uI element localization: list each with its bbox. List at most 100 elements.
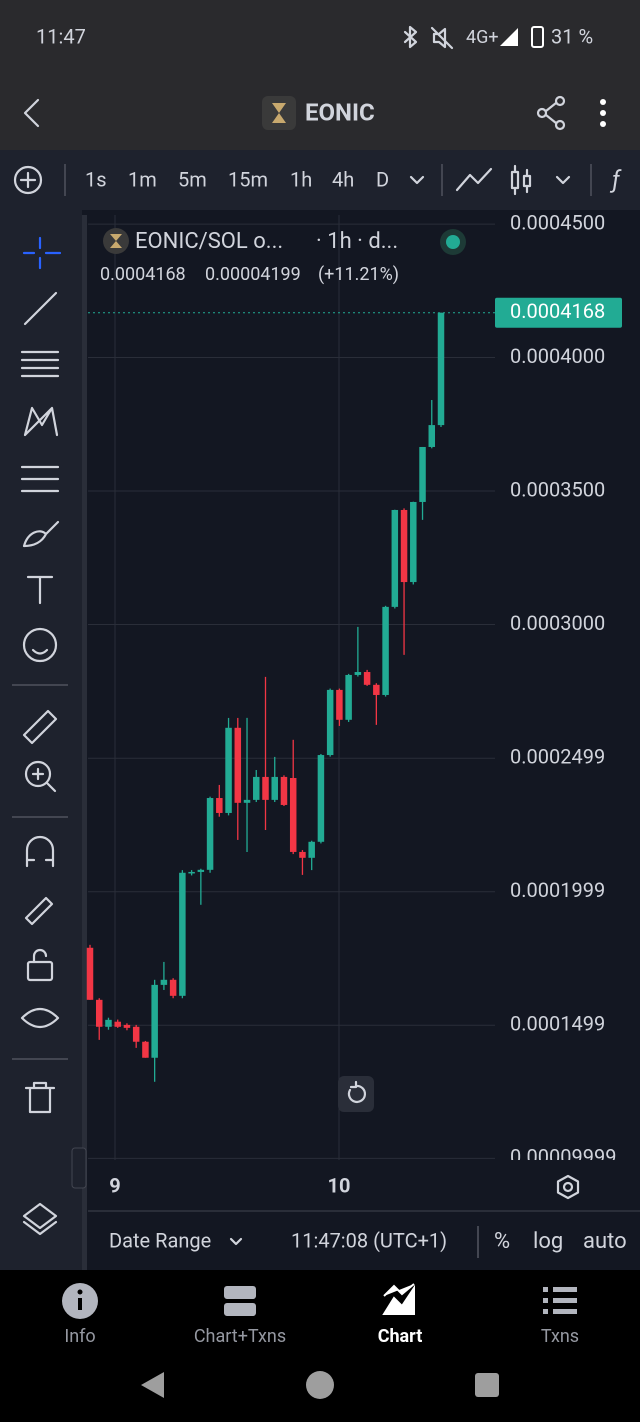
- chart-type-dropdown[interactable]: [555, 175, 571, 185]
- interval-button[interactable]: 1s: [85, 167, 107, 191]
- chart-txns-icon[interactable]: [224, 1286, 256, 1299]
- system-home[interactable]: [306, 1371, 334, 1399]
- trend-line-tool[interactable]: [23, 291, 58, 326]
- reset-button[interactable]: [338, 1076, 374, 1112]
- divider: [82, 215, 87, 1270]
- collapse-handle[interactable]: [71, 1147, 87, 1189]
- candle-body: [142, 1041, 149, 1058]
- candle-body: [86, 947, 94, 1000]
- hide-tool[interactable]: [20, 1007, 60, 1029]
- percent-toggle[interactable]: %: [494, 1229, 510, 1254]
- candle-body: [197, 869, 205, 872]
- separator: [64, 164, 66, 196]
- nav-tab-label[interactable]: Info: [64, 1326, 95, 1347]
- system-recents[interactable]: [475, 1373, 499, 1397]
- magnet-tool[interactable]: [25, 835, 55, 868]
- signal-icon: [500, 28, 518, 46]
- candle-body: [169, 979, 177, 996]
- legend-price: 0.0004168: [100, 264, 186, 285]
- toolbar: [0, 150, 640, 210]
- hourglass: [110, 234, 122, 248]
- candle-body: [373, 684, 380, 695]
- candle-body: [308, 841, 315, 858]
- more-button[interactable]: [600, 99, 606, 127]
- pattern-tool[interactable]: [23, 406, 59, 437]
- delete-tool[interactable]: [24, 1081, 56, 1114]
- interval-button[interactable]: 1m: [128, 167, 157, 191]
- legend-percent: (+11.21%): [318, 264, 399, 285]
- y-tick-label: 0.0002499: [510, 745, 605, 769]
- candle-body: [280, 776, 288, 805]
- chart-background: [0, 210, 640, 1270]
- interval-button[interactable]: D: [376, 167, 389, 191]
- emoji-tool[interactable]: [22, 627, 58, 663]
- candle-body: [345, 674, 352, 720]
- layers-tool[interactable]: [22, 1202, 58, 1236]
- candle-body: [437, 312, 445, 426]
- chart-icon[interactable]: [382, 1283, 415, 1315]
- nav-tab-label[interactable]: Txns: [541, 1326, 579, 1347]
- candle-body: [317, 755, 325, 842]
- auto-toggle[interactable]: auto: [583, 1229, 627, 1254]
- candle-chart-button[interactable]: [510, 164, 532, 196]
- separator: [477, 1226, 479, 1258]
- unlock-tool[interactable]: [26, 948, 54, 982]
- mute-icon: [430, 26, 454, 50]
- price-axis: 9 10 0.0004168: [109, 297, 622, 1197]
- separator: [12, 816, 68, 818]
- legend-change: 0.00004199: [205, 264, 301, 285]
- candle-body: [336, 689, 343, 720]
- prediction-tool[interactable]: [20, 465, 60, 493]
- candle-body: [354, 672, 362, 675]
- battery-level: 31 %: [551, 24, 593, 48]
- legend-symbol: EONIC/SOL o...: [135, 229, 283, 254]
- brush-tool[interactable]: [22, 520, 60, 548]
- network-type: 4G+: [466, 27, 499, 48]
- lock-drawing-tool[interactable]: [24, 896, 54, 926]
- candle-body: [428, 425, 436, 447]
- interval-button[interactable]: 5m: [178, 167, 207, 191]
- interval-button[interactable]: 4h: [332, 167, 354, 191]
- interval-button[interactable]: 1h: [290, 167, 312, 191]
- text-tool[interactable]: [26, 575, 54, 605]
- zoom-tool[interactable]: [24, 760, 57, 793]
- interval-button[interactable]: 15m: [228, 167, 268, 191]
- token-icon: [262, 96, 296, 130]
- bluetooth-icon: [403, 25, 418, 49]
- candle-body: [326, 689, 334, 756]
- settings-button[interactable]: [556, 1174, 580, 1200]
- back-button[interactable]: [23, 98, 40, 128]
- hourglass: [272, 103, 286, 123]
- share-button[interactable]: [536, 95, 566, 131]
- line-chart-button[interactable]: [455, 167, 493, 192]
- date-range-dropdown[interactable]: [229, 1237, 243, 1246]
- status-time: 11:47: [36, 24, 86, 48]
- date-range[interactable]: Date Range: [109, 1228, 211, 1252]
- crosshair-tool[interactable]: [22, 236, 62, 270]
- candle-body: [114, 1021, 121, 1027]
- reset-icon: [347, 1080, 367, 1103]
- chart-txns-icon[interactable]: [224, 1303, 256, 1316]
- system-back[interactable]: [141, 1372, 164, 1398]
- legend-icon: [103, 228, 129, 254]
- ruler-tool[interactable]: [22, 709, 58, 745]
- legend-interval: · 1h · d...: [316, 229, 398, 254]
- candle-body: [105, 1019, 112, 1027]
- candle-body: [299, 851, 306, 858]
- txns-icon[interactable]: [543, 1287, 577, 1314]
- add-indicator[interactable]: [13, 165, 43, 195]
- candle-body: [391, 509, 399, 607]
- candle-body: [400, 509, 408, 583]
- nav-tab-label[interactable]: Chart+Txns: [194, 1326, 286, 1347]
- candle-body: [243, 799, 251, 803]
- fib-tool[interactable]: [20, 350, 60, 378]
- fx-button[interactable]: ƒ: [609, 165, 622, 193]
- candle-body: [382, 606, 389, 695]
- interval-dropdown[interactable]: [409, 175, 425, 185]
- drawing-tools: [0, 210, 82, 1270]
- x-tick-label: 9: [109, 1173, 120, 1197]
- nav-tab-label[interactable]: Chart: [378, 1326, 423, 1347]
- y-tick-label: 0.0001499: [510, 1011, 605, 1035]
- log-toggle[interactable]: log: [533, 1229, 563, 1254]
